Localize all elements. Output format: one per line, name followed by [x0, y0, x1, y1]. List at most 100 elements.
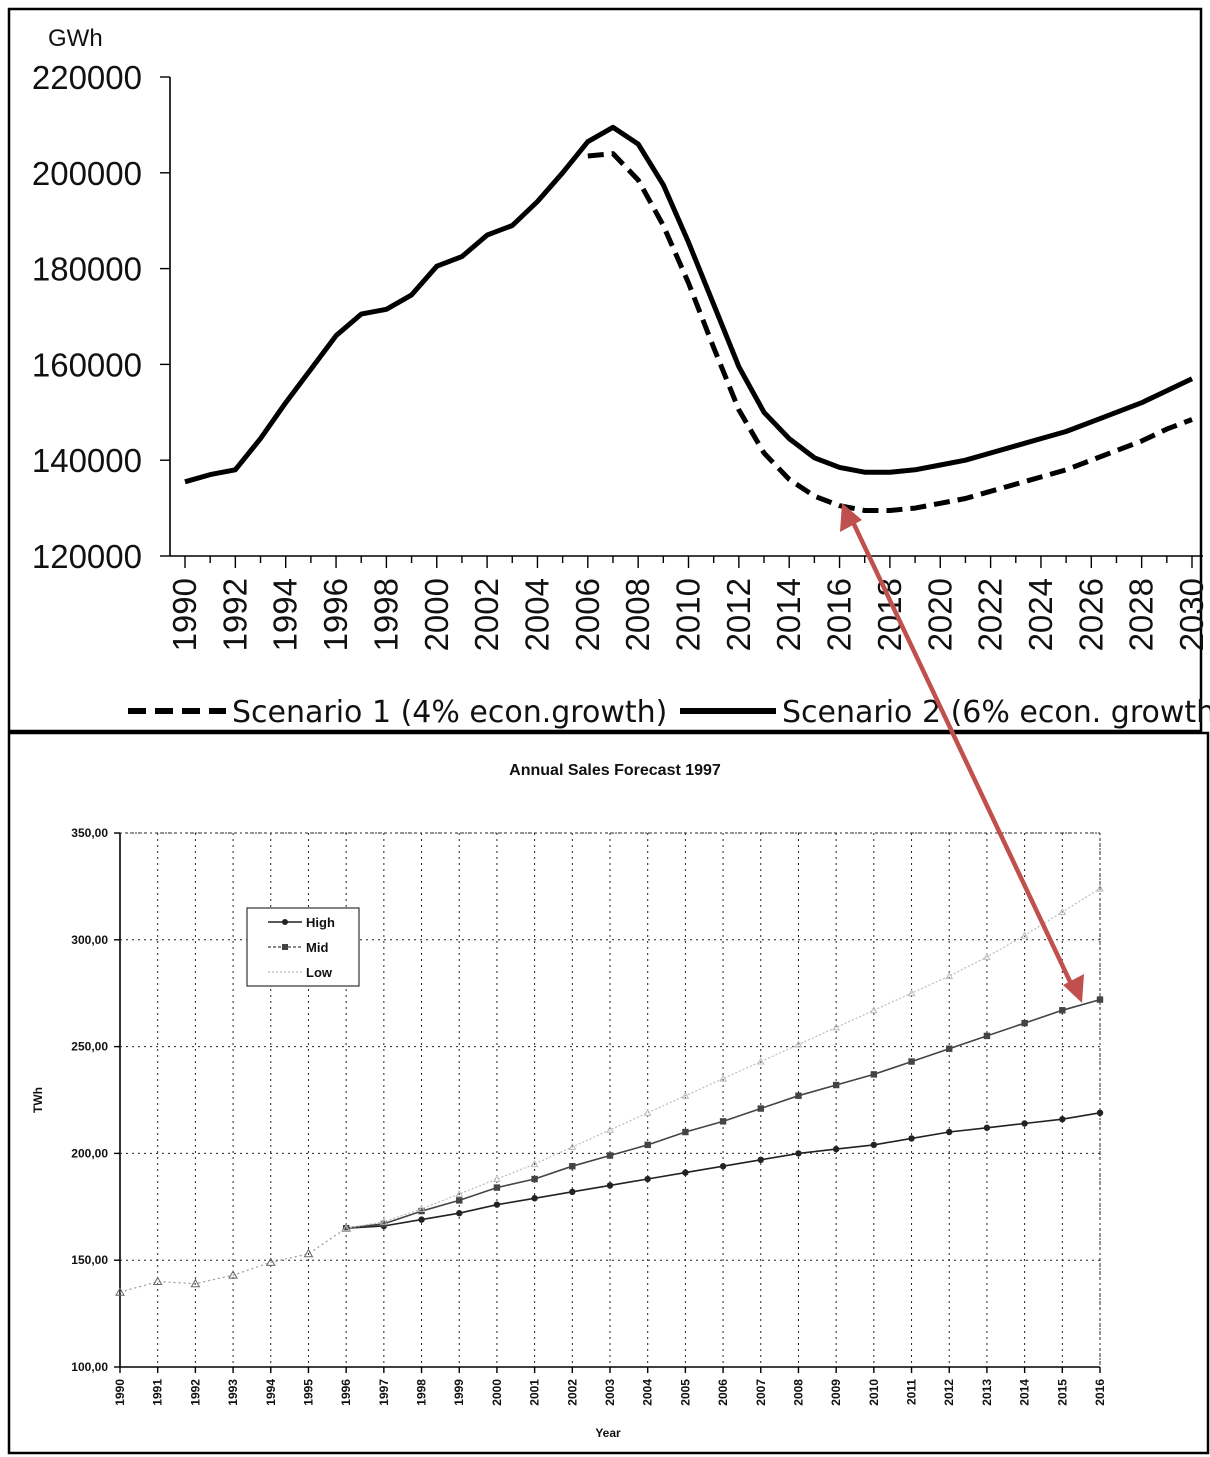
low-point: [832, 1023, 840, 1031]
bottom-legend-box: [246, 907, 360, 987]
top-x-tick-label: 2026: [1072, 578, 1109, 651]
scenario-1-line: [587, 151, 1193, 513]
bottom-chart-title: Annual Sales Forecast 1997: [509, 762, 721, 779]
comparison-arrow: [840, 503, 1084, 1003]
high-point: [908, 1135, 915, 1142]
low-point: [907, 989, 916, 997]
top-y-tick-label: 140000: [32, 442, 142, 479]
high-point: [1096, 1109, 1104, 1117]
low-point: [455, 1189, 464, 1197]
bottom-x-tick-label: 1994: [264, 1379, 278, 1406]
bottom-x-tick-label: 2015: [1055, 1379, 1069, 1406]
historical-point: [303, 1248, 314, 1258]
legend-high-label: High: [306, 915, 335, 930]
bottom-x-tick-label: 2005: [678, 1379, 692, 1406]
top-x-tick-label: 2018: [871, 578, 908, 651]
top-x-tick-label: 2006: [569, 578, 606, 651]
top-y-tick-label: 120000: [32, 538, 142, 575]
bottom-x-tick-label: 2007: [754, 1379, 768, 1406]
bottom-x-tick-label: 2010: [867, 1379, 881, 1406]
low-point: [568, 1142, 577, 1150]
top-x-tick-label: 1996: [317, 578, 354, 651]
bottom-x-tick-label: 1992: [188, 1379, 202, 1406]
mid-point: [1096, 996, 1104, 1003]
bottom-y-tick-label: 100,00: [71, 1360, 108, 1374]
high-point: [983, 1124, 991, 1131]
top-x-tick-label: 2028: [1123, 578, 1160, 651]
mid-point: [1021, 1019, 1028, 1027]
bottom-x-axis-title: Year: [595, 1426, 621, 1440]
low-point: [794, 1040, 803, 1048]
top-chart-frame: [7, 7, 1203, 733]
mid-point: [946, 1045, 953, 1052]
bottom-x-tick-label: 2014: [1018, 1379, 1032, 1406]
mid-point: [456, 1197, 463, 1204]
high-point: [418, 1216, 425, 1223]
legend-high-marker: [282, 919, 288, 925]
low-point: [870, 1006, 878, 1014]
low-point: [1020, 931, 1029, 939]
top-x-tick-label: 1998: [367, 578, 404, 651]
low-point: [1058, 907, 1067, 916]
mid-point: [908, 1058, 915, 1065]
top-y-tick-label: 220000: [32, 59, 142, 96]
bottom-x-tick-label: 1997: [377, 1379, 391, 1406]
bottom-y-axis-title: TWh: [31, 1087, 45, 1113]
legend-mid-label: Mid: [306, 940, 328, 955]
low-point: [1096, 884, 1104, 892]
mid-point: [757, 1105, 764, 1112]
legend-low-label: Low: [306, 965, 333, 980]
bottom-x-tick-label: 1990: [113, 1379, 127, 1406]
mid-point: [719, 1118, 727, 1125]
top-x-tick-label: 2012: [720, 578, 757, 651]
legend-mid-marker: [282, 944, 288, 950]
top-y-tick-label: 200000: [32, 155, 142, 192]
bottom-x-tick-label: 2002: [565, 1379, 579, 1406]
low-point: [417, 1204, 426, 1212]
low-point: [380, 1217, 388, 1225]
low-point: [530, 1160, 539, 1168]
high-point: [606, 1182, 614, 1189]
top-x-tick-label: 1992: [216, 578, 253, 651]
historical-point: [115, 1287, 125, 1296]
mid-point: [644, 1141, 651, 1149]
mid-point: [682, 1128, 689, 1136]
top-x-tick-label: 2010: [670, 578, 707, 651]
bottom-x-tick-label: 2013: [980, 1379, 994, 1406]
high-point: [569, 1188, 576, 1196]
historical-point: [190, 1278, 201, 1288]
scenario-2-line: [184, 124, 1194, 485]
low-point: [606, 1125, 614, 1133]
low-point: [681, 1091, 690, 1099]
mid-point: [1059, 1007, 1066, 1014]
top-y-tick-label: 160000: [32, 346, 142, 383]
historical-point: [152, 1276, 163, 1286]
bottom-x-tick-label: 1999: [452, 1379, 466, 1406]
legend-scenario-1-label: Scenario 1 (4% econ.growth): [232, 695, 667, 730]
bottom-y-tick-label: 250,00: [71, 1040, 108, 1054]
high-point: [870, 1141, 878, 1149]
legend-scenario-2-label: Scenario 2 (6% econ. growth): [782, 695, 1210, 730]
bottom-x-tick-label: 2011: [905, 1379, 919, 1405]
top-x-tick-label: 2020: [921, 578, 958, 651]
mid-point: [493, 1184, 501, 1191]
bottom-x-tick-label: 1991: [151, 1379, 165, 1406]
top-x-tick-label: 2014: [770, 578, 807, 651]
bottom-x-tick-label: 2004: [641, 1379, 655, 1406]
high-point: [757, 1156, 764, 1164]
low-point: [643, 1108, 652, 1116]
high-point: [1059, 1116, 1066, 1123]
historical-point: [265, 1257, 276, 1266]
high-point: [682, 1169, 689, 1176]
top-x-tick-label: 2000: [418, 578, 455, 651]
low-point: [719, 1074, 727, 1082]
high-point: [832, 1145, 840, 1153]
bottom-chart: Annual Sales Forecast 1997 100,00 150,00 2…: [31, 762, 1107, 1440]
mid-point: [870, 1071, 878, 1078]
top-x-tick-label: 2002: [468, 578, 505, 651]
bottom-x-tick-label: 2006: [716, 1379, 730, 1406]
bottom-x-tick-label: 1998: [415, 1379, 429, 1406]
bottom-x-tick-label: 2016: [1093, 1379, 1107, 1406]
mid-point: [983, 1032, 991, 1040]
